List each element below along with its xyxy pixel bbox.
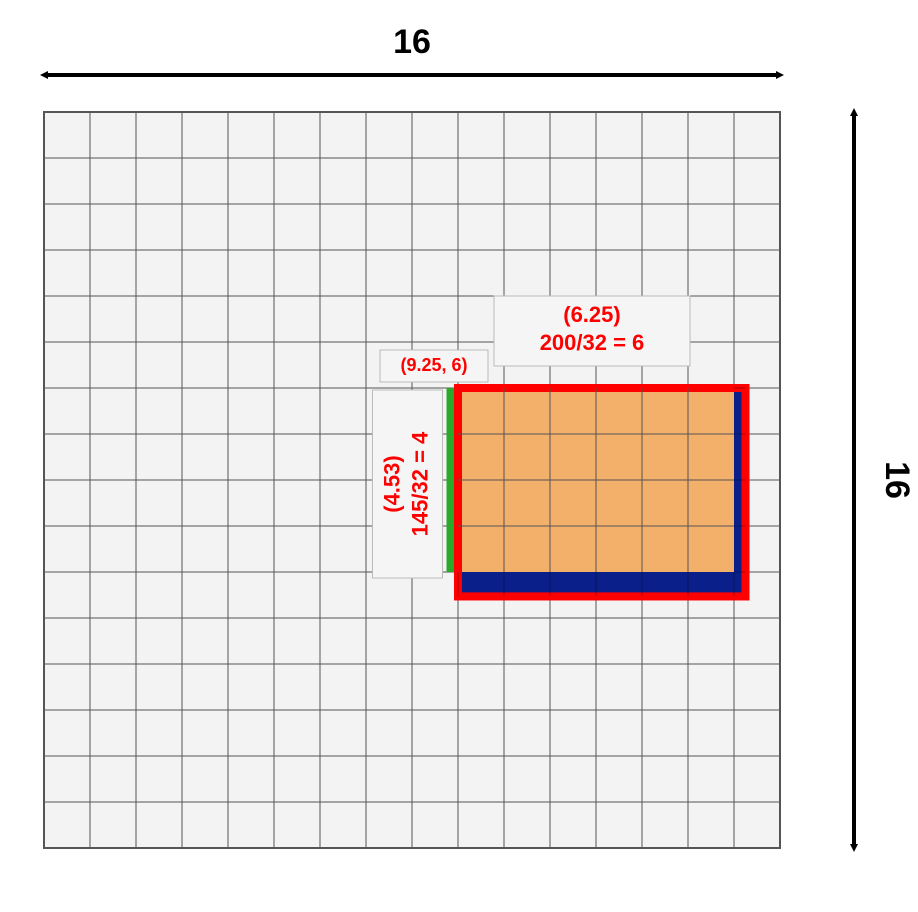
right-dimension-label: 16 — [878, 461, 916, 499]
top-dimension-label: 16 — [393, 23, 431, 61]
height-label-line2: 145/32 = 4 — [408, 431, 433, 536]
roi — [447, 388, 746, 596]
height-label-line1: (4.53) — [380, 455, 405, 512]
coord-label: (9.25, 6) — [400, 355, 467, 375]
width-label-line1: (6.25) — [563, 302, 620, 327]
width-label-line2: 200/32 = 6 — [540, 330, 645, 355]
